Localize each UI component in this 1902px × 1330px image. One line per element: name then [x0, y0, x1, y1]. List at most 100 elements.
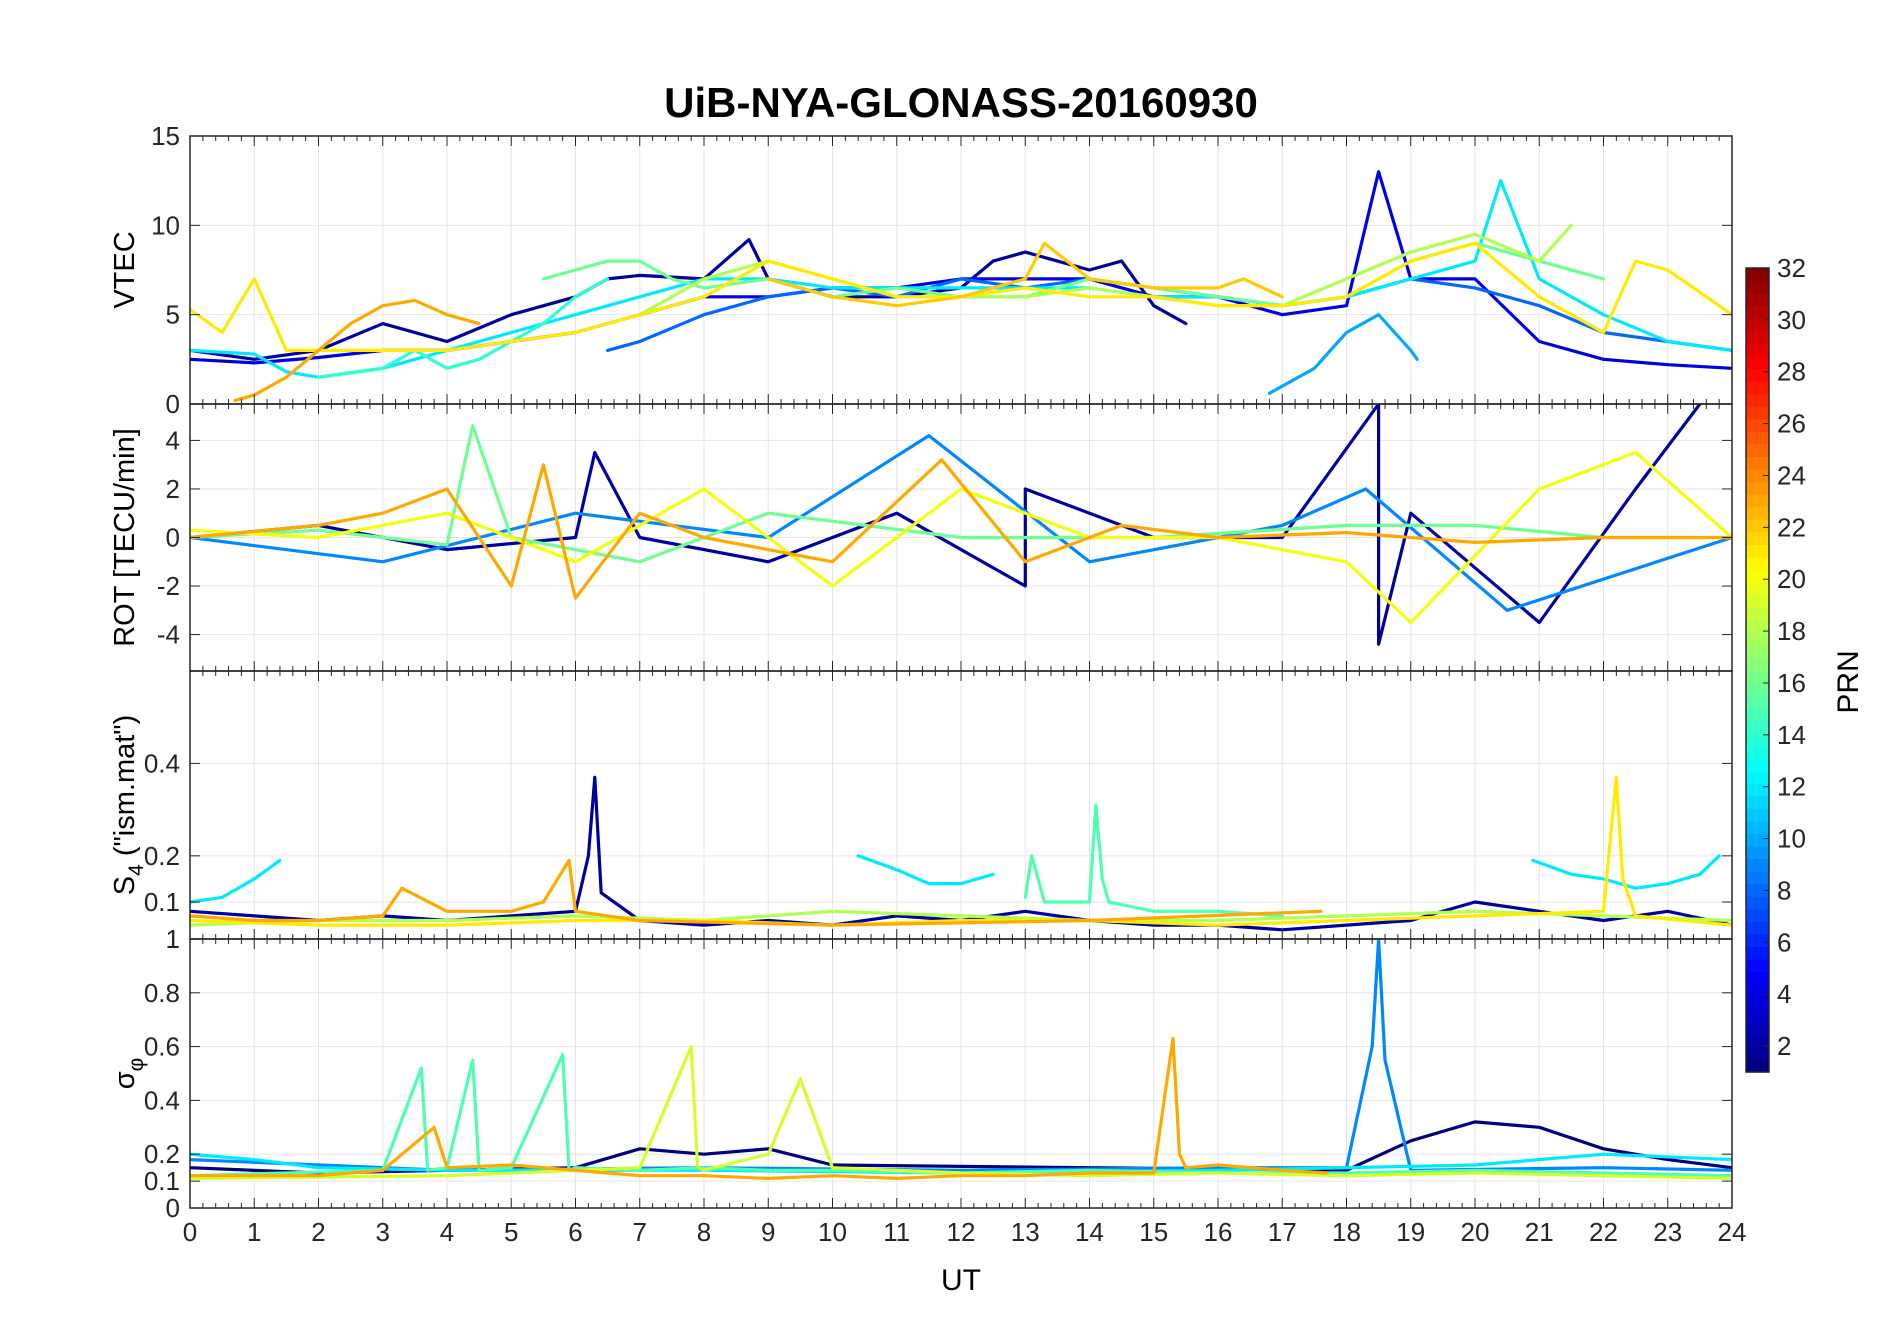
series-line-prn-12 — [190, 179, 1732, 379]
chart-title: UiB-NYA-GLONASS-20160930 — [664, 79, 1258, 126]
series-line-prn-23 — [190, 1036, 1329, 1181]
colorbar-swatch — [1746, 682, 1769, 696]
colorbar-swatch — [1746, 393, 1769, 407]
colorbar-swatch — [1746, 984, 1769, 998]
colorbar-swatch — [1746, 318, 1769, 332]
colorbar-swatch — [1746, 531, 1769, 545]
colorbar-swatch — [1746, 481, 1769, 495]
series-group — [190, 775, 1732, 932]
x-tick-label: 17 — [1268, 1217, 1297, 1247]
colorbar-swatch — [1746, 757, 1769, 772]
colorbar-swatch — [1746, 795, 1769, 809]
series-group — [190, 404, 1732, 646]
y-tick-label: 0 — [166, 389, 180, 419]
colorbar-swatch — [1746, 808, 1769, 822]
y-tick-label: 1 — [166, 924, 180, 954]
y-tick-label: 15 — [151, 121, 180, 151]
y-tick-label: 0.2 — [144, 1139, 180, 1169]
grid — [189, 135, 1733, 405]
series-line-prn-12 — [1531, 854, 1721, 890]
colorbar-swatch — [1746, 820, 1769, 834]
colorbar-swatch — [1746, 494, 1769, 508]
x-tick-label: 8 — [697, 1217, 711, 1247]
x-tick-label: 24 — [1718, 1217, 1747, 1247]
colorbar-swatch — [1746, 971, 1769, 985]
x-axis-label: UT — [941, 1264, 981, 1297]
colorbar-swatch — [1746, 933, 1769, 947]
x-tick-label: 15 — [1139, 1217, 1168, 1247]
grid — [189, 671, 1733, 939]
colorbar-swatch — [1746, 582, 1769, 596]
colorbar-swatch — [1746, 556, 1769, 571]
series-line-prn-21 — [190, 241, 1732, 352]
colorbar-tick-label: 26 — [1777, 409, 1806, 439]
colorbar-tick-label: 20 — [1777, 564, 1806, 594]
colorbar-swatch — [1746, 670, 1769, 684]
colorbar-swatch — [1746, 268, 1769, 282]
y-axis-label: S4 ("ism.mat") — [109, 715, 148, 896]
colorbar-swatch — [1746, 732, 1769, 746]
panel-2: -4 -2 0 2 4 ROT [TECU/min] — [109, 403, 1733, 672]
colorbar-swatch — [1746, 695, 1769, 709]
colorbar-swatch — [1746, 632, 1769, 646]
x-tick-label: 12 — [947, 1217, 976, 1247]
x-tick-label: 4 — [440, 1217, 454, 1247]
series-line-prn-14 — [316, 277, 610, 379]
series-line-prn-12 — [190, 858, 282, 904]
series-line-prn-21 — [190, 775, 1732, 927]
y-tick-label: 0.8 — [144, 978, 180, 1008]
colorbar-swatch — [1746, 305, 1769, 319]
colorbar-swatch — [1746, 343, 1769, 357]
series-line-prn-19 — [190, 1044, 1732, 1181]
colorbar-tick-label: 22 — [1777, 512, 1806, 542]
colorbar-swatch — [1746, 958, 1769, 973]
y-tick-label: 0.1 — [144, 887, 180, 917]
x-tick-label: 13 — [1011, 1217, 1040, 1247]
colorbar-swatch — [1746, 506, 1769, 520]
colorbar-swatch — [1746, 418, 1769, 432]
colorbar-tick-label: 28 — [1777, 357, 1806, 387]
y-tick-label: 0.6 — [144, 1032, 180, 1062]
colorbar-tick-label: 32 — [1777, 253, 1806, 283]
series-line-prn-10 — [1267, 313, 1419, 395]
colorbar-swatch — [1746, 594, 1769, 608]
x-tick-label: 18 — [1332, 1217, 1361, 1247]
colorbar-swatch — [1746, 368, 1769, 382]
series-line-prn-23 — [190, 858, 1323, 927]
colorbar-frame — [1745, 267, 1770, 1073]
colorbar-swatch — [1746, 280, 1769, 294]
colorbar-swatch — [1746, 355, 1769, 370]
colorbar-swatch — [1746, 607, 1769, 621]
x-tick-label: 7 — [633, 1217, 647, 1247]
x-tick-label: 2 — [311, 1217, 325, 1247]
colorbar-swatch — [1746, 946, 1769, 960]
y-tick-label: 5 — [166, 300, 180, 330]
colorbar-tick-label: 10 — [1777, 824, 1806, 854]
colorbar-swatch — [1746, 745, 1769, 759]
colorbar-swatch — [1746, 1034, 1769, 1048]
colorbar-swatch — [1746, 544, 1769, 558]
series-group — [190, 939, 1732, 1181]
x-tick-label: 0 — [183, 1217, 197, 1247]
x-tick-label: 6 — [568, 1217, 582, 1247]
colorbar-swatch — [1746, 293, 1769, 307]
colorbar-swatch — [1746, 569, 1769, 583]
colorbar-label: PRN — [1832, 650, 1865, 713]
y-tick-label: 0 — [166, 523, 180, 553]
colorbar-swatch — [1746, 883, 1769, 897]
colorbar-swatch — [1746, 443, 1769, 458]
colorbar-swatch — [1746, 720, 1769, 734]
colorbar-tick-label: 16 — [1777, 668, 1806, 698]
colorbar-swatch — [1746, 1021, 1769, 1035]
series-line-prn-18 — [190, 909, 1732, 927]
y-tick-label: 0 — [166, 1193, 180, 1223]
colorbar-swatch — [1746, 908, 1769, 922]
colorbar-swatch — [1746, 1046, 1769, 1061]
series-line-prn-23 — [233, 298, 481, 402]
y-tick-label: 0.4 — [144, 1085, 180, 1115]
series-line-prn-18 — [573, 223, 1574, 335]
colorbar-swatch — [1746, 770, 1769, 784]
colorbar-swatch — [1746, 921, 1769, 935]
